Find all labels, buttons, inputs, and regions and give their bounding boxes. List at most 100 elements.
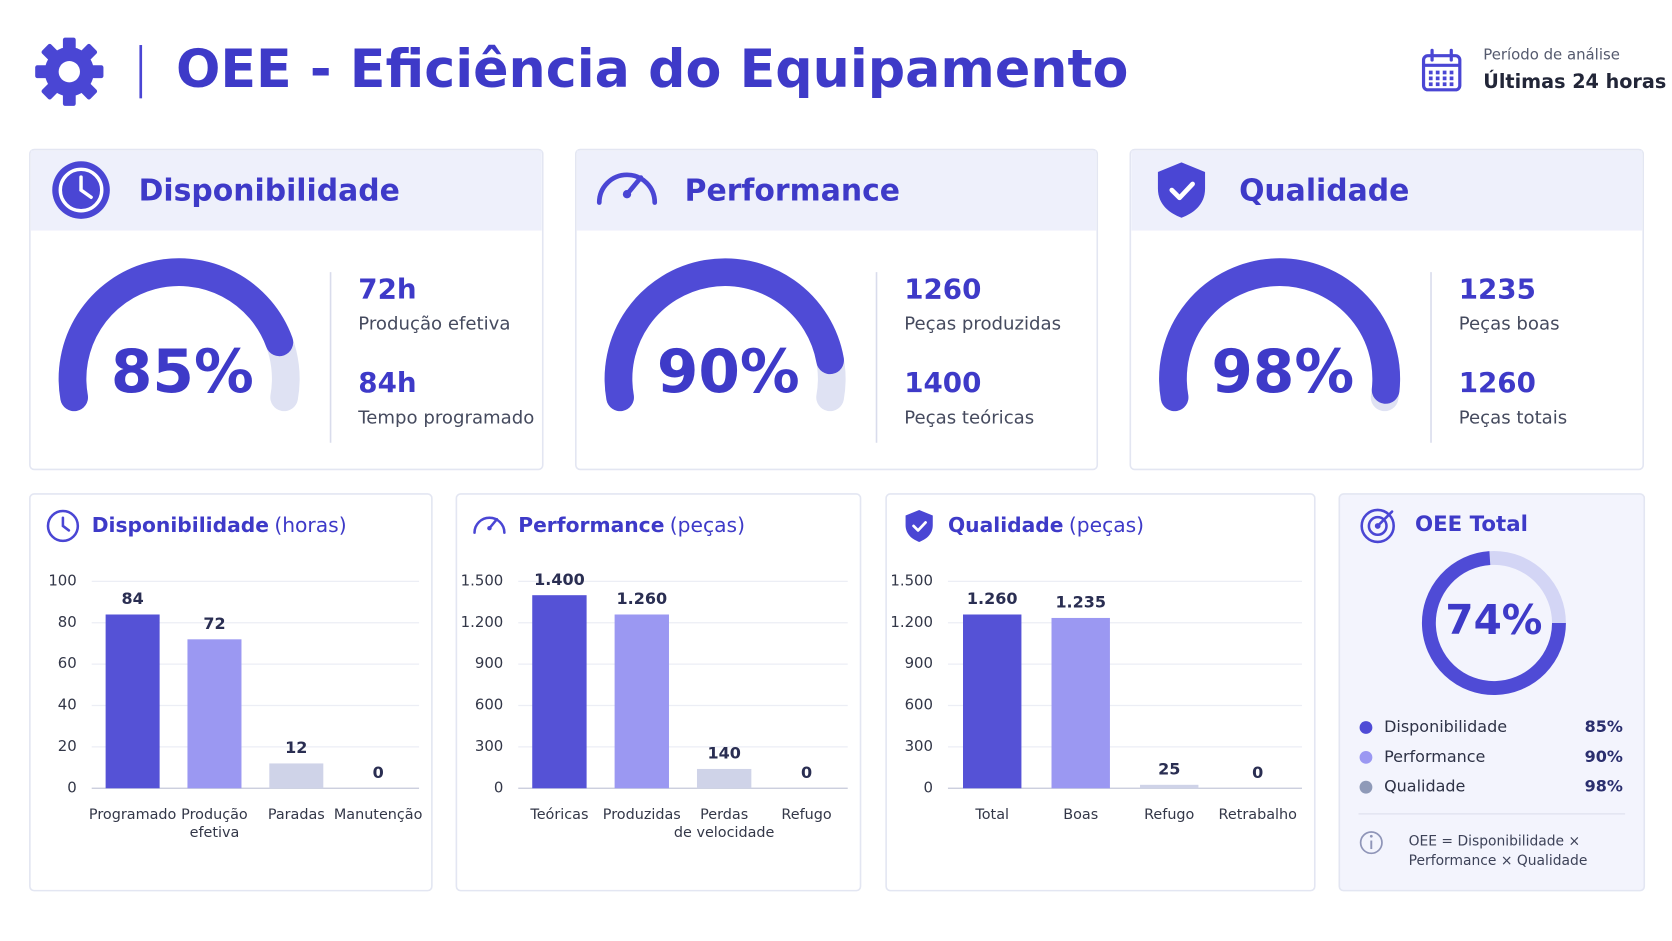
data-label: 1.260 xyxy=(617,589,668,608)
y-tick-label: 60 xyxy=(58,654,77,672)
gauge-label: 98% xyxy=(1211,338,1354,407)
bar xyxy=(532,595,587,789)
speed-hub xyxy=(487,525,492,531)
data-label: 12 xyxy=(285,738,307,757)
shield-check xyxy=(1169,181,1195,201)
stat-value: 1400 xyxy=(904,366,981,399)
y-tick-label: 100 xyxy=(48,571,76,589)
bar xyxy=(269,763,324,789)
gear-icon xyxy=(35,37,104,106)
data-label: 1.260 xyxy=(967,589,1018,608)
y-tick-label: 0 xyxy=(924,778,933,796)
speed-arc xyxy=(596,172,658,205)
kpi-title: Performance xyxy=(685,174,900,209)
speed-arc xyxy=(473,516,506,534)
bar xyxy=(187,639,242,789)
info-icon xyxy=(1359,831,1383,855)
chart-title: Disponibilidade (horas) xyxy=(92,512,347,536)
y-tick-label: 1.500 xyxy=(890,571,933,589)
x-tick-label: Boas xyxy=(1063,807,1098,823)
chart-title: Performance (peças) xyxy=(518,512,745,536)
data-label: 72 xyxy=(203,614,225,633)
period-label: Período de análise xyxy=(1483,46,1620,64)
x-tick-label: Perdas de velocidade xyxy=(674,807,775,841)
stat-value: 1260 xyxy=(904,272,981,305)
clock-icon xyxy=(46,509,80,543)
calendar-day xyxy=(1428,82,1433,87)
stat-value: 1235 xyxy=(1459,272,1536,305)
donut-label: 74% xyxy=(1445,596,1542,644)
gauge-label: 85% xyxy=(111,338,254,407)
page-title: OEE - Eficiência do Equipamento xyxy=(176,40,1128,100)
target-ring xyxy=(1360,508,1395,544)
y-tick-label: 1.200 xyxy=(461,613,504,631)
kpi-title: Disponibilidade xyxy=(139,174,400,209)
chart-title: Qualidade (peças) xyxy=(948,512,1144,536)
calendar-day xyxy=(1442,82,1447,87)
bar xyxy=(963,614,1022,789)
gauge-label: 90% xyxy=(657,338,800,407)
calendar-day xyxy=(1449,82,1454,87)
legend-swatch xyxy=(1359,721,1373,734)
calendar-day xyxy=(1435,70,1440,75)
legend-value: 85% xyxy=(1585,717,1623,736)
chart-subtitle: (peças) xyxy=(1069,512,1144,536)
y-tick-label: 300 xyxy=(475,737,503,755)
bar xyxy=(696,768,752,789)
y-tick-label: 1.500 xyxy=(461,571,504,589)
calendar-body xyxy=(1421,54,1462,92)
shield-body xyxy=(905,509,933,542)
stat-label: Produção efetiva xyxy=(358,313,510,334)
data-label: 0 xyxy=(1252,763,1263,782)
kpi-card-header xyxy=(30,150,542,231)
shield-check xyxy=(912,521,927,532)
y-tick-label: 1.200 xyxy=(890,613,933,631)
y-tick-label: 0 xyxy=(494,778,503,796)
period-value: Últimas 24 horas xyxy=(1483,69,1666,93)
data-label: 0 xyxy=(373,763,384,782)
calendar-day xyxy=(1435,76,1440,81)
x-tick-label: Teóricas xyxy=(529,807,588,823)
x-tick-label: Manutenção xyxy=(334,807,423,823)
calendar-day xyxy=(1442,70,1447,75)
x-tick-label: Produção efetiva xyxy=(181,807,248,841)
gauge-value xyxy=(58,258,294,412)
calendar-day xyxy=(1428,76,1433,81)
x-tick-label: Paradas xyxy=(268,807,325,823)
shield-icon xyxy=(905,509,933,542)
clock-face xyxy=(46,509,80,543)
x-tick-label: Produzidas xyxy=(603,807,681,823)
stat-label: Peças boas xyxy=(1459,313,1560,334)
x-tick-label: Refugo xyxy=(1144,807,1194,823)
y-tick-label: 600 xyxy=(475,696,503,714)
oee-formula: OEE = Disponibilidade × Performance × Qua… xyxy=(1409,834,1588,869)
stat-label: Peças teóricas xyxy=(904,407,1034,428)
chart-title-main: Disponibilidade xyxy=(92,512,269,536)
chart-subtitle: (peças) xyxy=(670,512,745,536)
x-tick-label: Retrabalho xyxy=(1219,807,1298,823)
data-label: 25 xyxy=(1158,759,1180,778)
legend-value: 98% xyxy=(1585,777,1623,796)
target-arrow xyxy=(1376,510,1394,528)
calendar-icon xyxy=(1421,48,1462,92)
chart-title-main: Qualidade xyxy=(948,512,1064,536)
chart-title-main: Performance xyxy=(518,512,664,536)
target-icon xyxy=(1360,508,1395,544)
data-label: 140 xyxy=(707,744,740,763)
y-tick-label: 900 xyxy=(905,654,933,672)
legend-name: Performance xyxy=(1384,747,1485,766)
shield-icon xyxy=(1157,162,1206,218)
stat-value: 84h xyxy=(358,366,416,399)
stat-value: 72h xyxy=(358,272,416,305)
legend-name: Disponibilidade xyxy=(1384,717,1507,736)
clock-face xyxy=(58,167,104,213)
clock-hands xyxy=(79,175,93,199)
stat-label: Peças produzidas xyxy=(904,313,1061,334)
oee-title: OEE Total xyxy=(1415,512,1528,537)
data-label: 0 xyxy=(801,763,812,782)
clock-hands xyxy=(61,516,71,532)
x-tick-label: Programado xyxy=(89,807,177,823)
gauge-value xyxy=(604,258,844,412)
